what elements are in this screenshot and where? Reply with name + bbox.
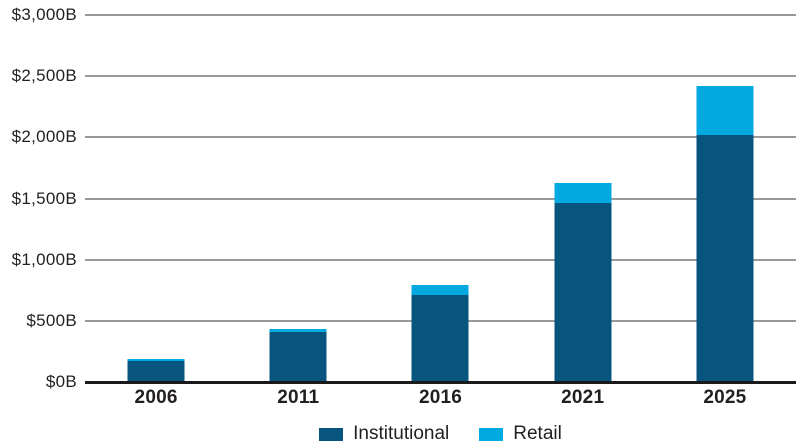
x-tick-label-2016: 2016 (418, 387, 463, 408)
bar-slot-2025 (654, 15, 796, 382)
bar-slot-2006 (85, 15, 227, 382)
x-axis-line (85, 381, 796, 384)
x-tick-label-2011: 2011 (277, 387, 320, 408)
legend-label-retail: Retail (513, 423, 562, 444)
bar-2016-retail-segment (411, 284, 469, 295)
x-tick-label-2025: 2025 (703, 387, 747, 408)
institutional-swatch (319, 427, 344, 441)
gridline (85, 258, 796, 261)
y-axis: $0B $500B $1,000B $1,500B $2,000B $2,500B $3,0… (0, 5, 77, 391)
bar-slot-2011 (227, 15, 369, 382)
retail-swatch (479, 427, 504, 441)
plot-area (85, 14, 796, 384)
x-tick-label-2006: 2006 (134, 387, 178, 408)
gridline (85, 75, 796, 78)
legend: Institutional Retail (85, 421, 796, 447)
bar-2006-retail-segment (127, 358, 185, 361)
legend-label-institutional: Institutional (353, 423, 450, 444)
bar-2006 (127, 358, 185, 382)
legend-item-retail: Retail (479, 423, 562, 445)
bar-2025-institutional-segment (696, 134, 754, 382)
bar-2016-institutional-segment (411, 294, 469, 382)
y-tick-label: $500B (26, 310, 77, 330)
bar-2025 (696, 85, 754, 382)
y-tick-label: $2,000B (11, 127, 77, 147)
bar-2011-retail-segment (269, 329, 327, 332)
bar-2025-retail-segment (696, 85, 754, 135)
bar-2006-institutional-segment (127, 360, 185, 382)
y-tick-label: $2,500B (11, 66, 77, 86)
legend-item-institutional: Institutional (319, 423, 449, 445)
bar-slot-2016 (369, 15, 511, 382)
y-tick-label: $1,000B (11, 249, 77, 269)
gridline (85, 136, 796, 139)
y-tick-label: $3,000B (11, 5, 77, 24)
bar-2021-retail-segment (554, 182, 612, 203)
bar-2011 (269, 329, 327, 382)
y-tick-label: $1,500B (11, 188, 77, 208)
gridline (85, 14, 796, 16)
bar-2011-institutional-segment (269, 331, 327, 382)
bar-2016 (411, 284, 469, 382)
bar-slot-2021 (512, 15, 654, 382)
x-axis: 2006 2011 2016 2021 2025 (85, 387, 796, 413)
bar-2021 (554, 182, 612, 382)
gridline (85, 197, 796, 200)
bar-2021-institutional-segment (554, 202, 612, 382)
x-tick-label-2021: 2021 (561, 387, 605, 408)
y-tick-label: $0B (45, 372, 77, 391)
